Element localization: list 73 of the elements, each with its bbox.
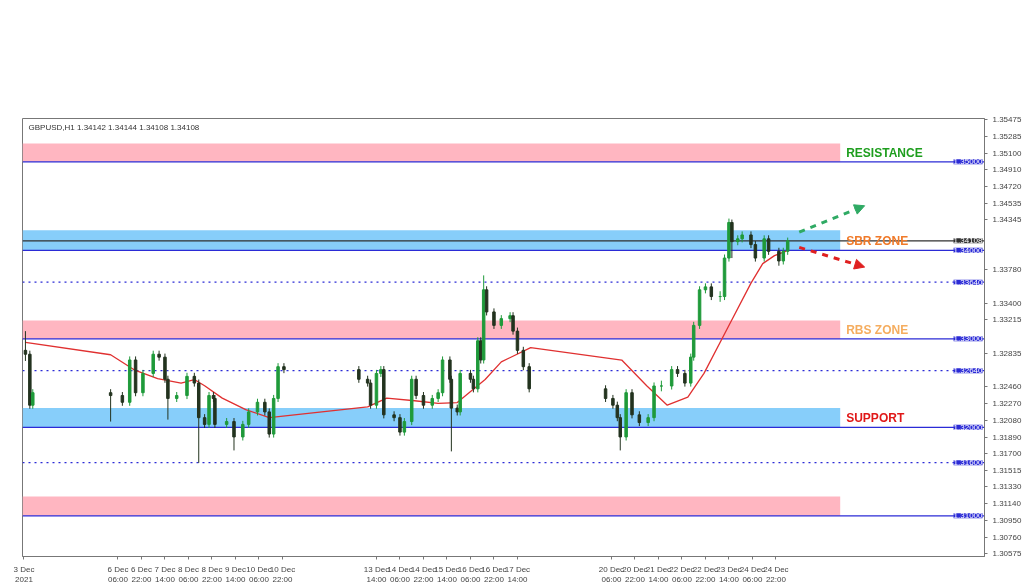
candlestick <box>151 350 155 378</box>
candlestick <box>246 407 251 429</box>
candlestick <box>527 362 531 393</box>
y-tick-label: 1.33400 <box>992 298 1022 308</box>
y-tick-label: 1.32270 <box>992 398 1022 408</box>
ref-line-label: 1.32640 <box>953 366 984 376</box>
y-tick-label: 1.35475 <box>992 115 1022 125</box>
candlestick <box>141 369 145 397</box>
y-tick-label: 1.34910 <box>992 165 1022 175</box>
y-tick-label: 1.31515 <box>992 465 1022 475</box>
band-label: RESISTANCE <box>846 145 923 160</box>
y-tick-label: 1.30950 <box>992 515 1022 525</box>
y-tick-label: 1.31140 <box>992 498 1022 508</box>
y-tick-label: 1.31700 <box>992 449 1022 459</box>
candlestick <box>31 388 35 410</box>
candlestick <box>392 410 396 422</box>
x-tick-label: 15 Dec 14:00 <box>434 564 460 585</box>
ref-line-label: 1.34000 <box>953 245 984 255</box>
candlestick <box>232 417 236 451</box>
candlestick <box>398 413 402 437</box>
candlestick <box>508 311 512 323</box>
ref-line-label: 1.31000 <box>953 511 984 521</box>
y-tick-label: 1.30760 <box>992 532 1022 542</box>
x-tick-label: 24 Dec 22:00 <box>763 564 789 585</box>
candlestick <box>368 379 373 410</box>
candlestick <box>108 388 113 423</box>
candlestick <box>484 285 489 316</box>
y-tick-label: 1.34720 <box>992 182 1022 192</box>
y-tick-label: 1.31890 <box>992 432 1022 442</box>
candlestick <box>157 350 161 362</box>
x-tick-label: 20 Dec 22:00 <box>622 564 648 585</box>
band-label: SUPPORT <box>846 411 905 426</box>
candlestick <box>669 365 674 391</box>
y-tick-label: 1.35100 <box>992 148 1022 158</box>
y-tick-label: 1.32080 <box>992 415 1022 425</box>
x-tick-label: 23 Dec 14:00 <box>716 564 742 585</box>
y-tick-label: 1.31330 <box>992 482 1022 492</box>
y-tick-label: 1.33215 <box>992 315 1022 325</box>
candlestick <box>414 375 418 400</box>
x-tick-label: 16 Dec 22:00 <box>481 564 507 585</box>
candlestick <box>241 420 245 441</box>
candlestick <box>185 372 189 400</box>
ref-line-label: 1.33000 <box>953 334 984 344</box>
y-tick-label: 1.35285 <box>992 132 1022 142</box>
x-tick-label: 7 Dec 14:00 <box>154 564 176 585</box>
x-tick-label: 9 Dec 14:00 <box>225 564 247 585</box>
ref-line-label: 1.33640 <box>953 277 984 287</box>
band-label: RBS ZONE <box>846 322 909 337</box>
text: GBPUSD,H1 1.34142 1.34144 1.34108 1.34108 <box>28 123 200 132</box>
x-tick-label: 6 Dec 06:00 <box>107 564 129 585</box>
x-tick-label: 3 Dec 2021 <box>13 564 35 585</box>
candlestick <box>478 336 483 365</box>
x-tick-label: 8 Dec 22:00 <box>201 564 223 585</box>
y-tick-label: 1.33780 <box>992 265 1022 275</box>
ref-line-label: 1.31600 <box>953 458 984 468</box>
x-tick-label: 6 Dec 22:00 <box>131 564 153 585</box>
x-tick-label: 17 Dec 14:00 <box>504 564 531 585</box>
ref-line-label: 1.35000 <box>953 157 984 167</box>
candlestick <box>766 234 771 256</box>
y-tick-label: 1.32835 <box>992 348 1022 358</box>
candlestick <box>282 362 286 374</box>
ref-line-label: 1.32000 <box>953 422 984 432</box>
candlestick <box>730 219 734 259</box>
y-tick-label: 1.34535 <box>992 198 1022 208</box>
candlestick <box>630 388 634 419</box>
y-tick-label: 1.32460 <box>992 382 1022 392</box>
candlestick <box>762 234 766 263</box>
y-tick-label: 1.34345 <box>992 215 1022 225</box>
ref-line-label: 1.34108 <box>953 236 984 246</box>
y-tick-label: 1.30575 <box>992 548 1022 558</box>
candlestick <box>521 346 526 371</box>
x-tick-label: 8 Dec 06:00 <box>178 564 200 585</box>
candlestick <box>492 307 496 330</box>
